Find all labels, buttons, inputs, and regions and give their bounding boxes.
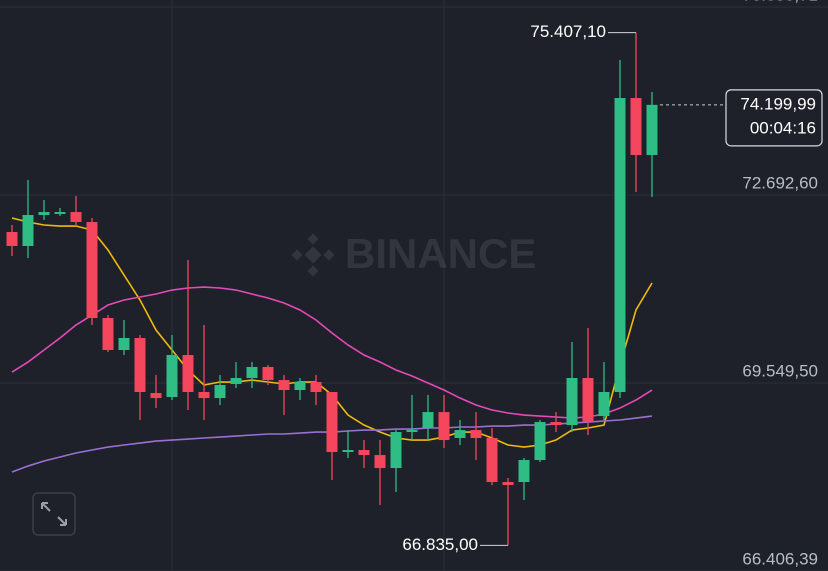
candle-body [598, 392, 610, 417]
candle-body [214, 385, 226, 399]
candle-body [582, 378, 594, 423]
candle-body [262, 366, 274, 381]
candle-body [406, 430, 418, 433]
candle-body [70, 212, 82, 223]
y-tick-label: 75.835,71 [742, 0, 818, 4]
candle-body [358, 450, 370, 456]
candle-body [390, 432, 402, 469]
candle-body [518, 460, 530, 483]
candle-body [246, 366, 258, 379]
last-price-label: 74.199,99 [740, 94, 816, 113]
candle-body [614, 98, 626, 393]
candle-body [278, 380, 290, 391]
expand-icon[interactable] [41, 502, 67, 526]
candle-body [646, 104, 658, 156]
candle-body [134, 337, 146, 393]
expand-button[interactable] [32, 492, 76, 536]
candle-body [118, 337, 130, 351]
candle-body [502, 482, 514, 486]
watermark: BINANCE [291, 230, 536, 277]
candle-body [230, 378, 242, 384]
candle-body [374, 455, 386, 469]
candle-body [102, 318, 114, 351]
candle-body [422, 412, 434, 429]
candle-body [470, 430, 482, 438]
candle-body [486, 437, 498, 483]
y-tick-label: 72.692,60 [742, 173, 818, 192]
candle-body [6, 232, 18, 246]
candle-body [54, 212, 66, 214]
candle-body [86, 222, 98, 319]
candle-body [182, 355, 194, 393]
y-tick-label: 66.406,39 [742, 549, 818, 568]
candle-body [566, 378, 578, 426]
candle-body [534, 422, 546, 461]
low-label: 66.835,00 [402, 535, 478, 554]
watermark-text: BINANCE [345, 230, 536, 277]
candle-body [342, 450, 354, 452]
candle-body [198, 392, 210, 399]
candle-body [550, 422, 562, 426]
candle-body [326, 392, 338, 452]
candle-body [438, 412, 450, 441]
last-price-box [725, 89, 823, 147]
moving-average-line [11, 286, 653, 419]
candle-body [22, 215, 34, 246]
countdown-label: 00:04:16 [750, 118, 816, 137]
candle-body [38, 212, 50, 216]
expand-button-frame[interactable] [32, 492, 76, 536]
candle-body [630, 98, 642, 156]
y-tick-label: 69.549,50 [742, 361, 818, 380]
high-label: 75.407,10 [530, 22, 606, 41]
candle-body [294, 382, 306, 391]
candle-body [166, 355, 178, 398]
candle-body [310, 382, 322, 393]
candle-body [454, 430, 466, 438]
candle-body [150, 393, 162, 399]
